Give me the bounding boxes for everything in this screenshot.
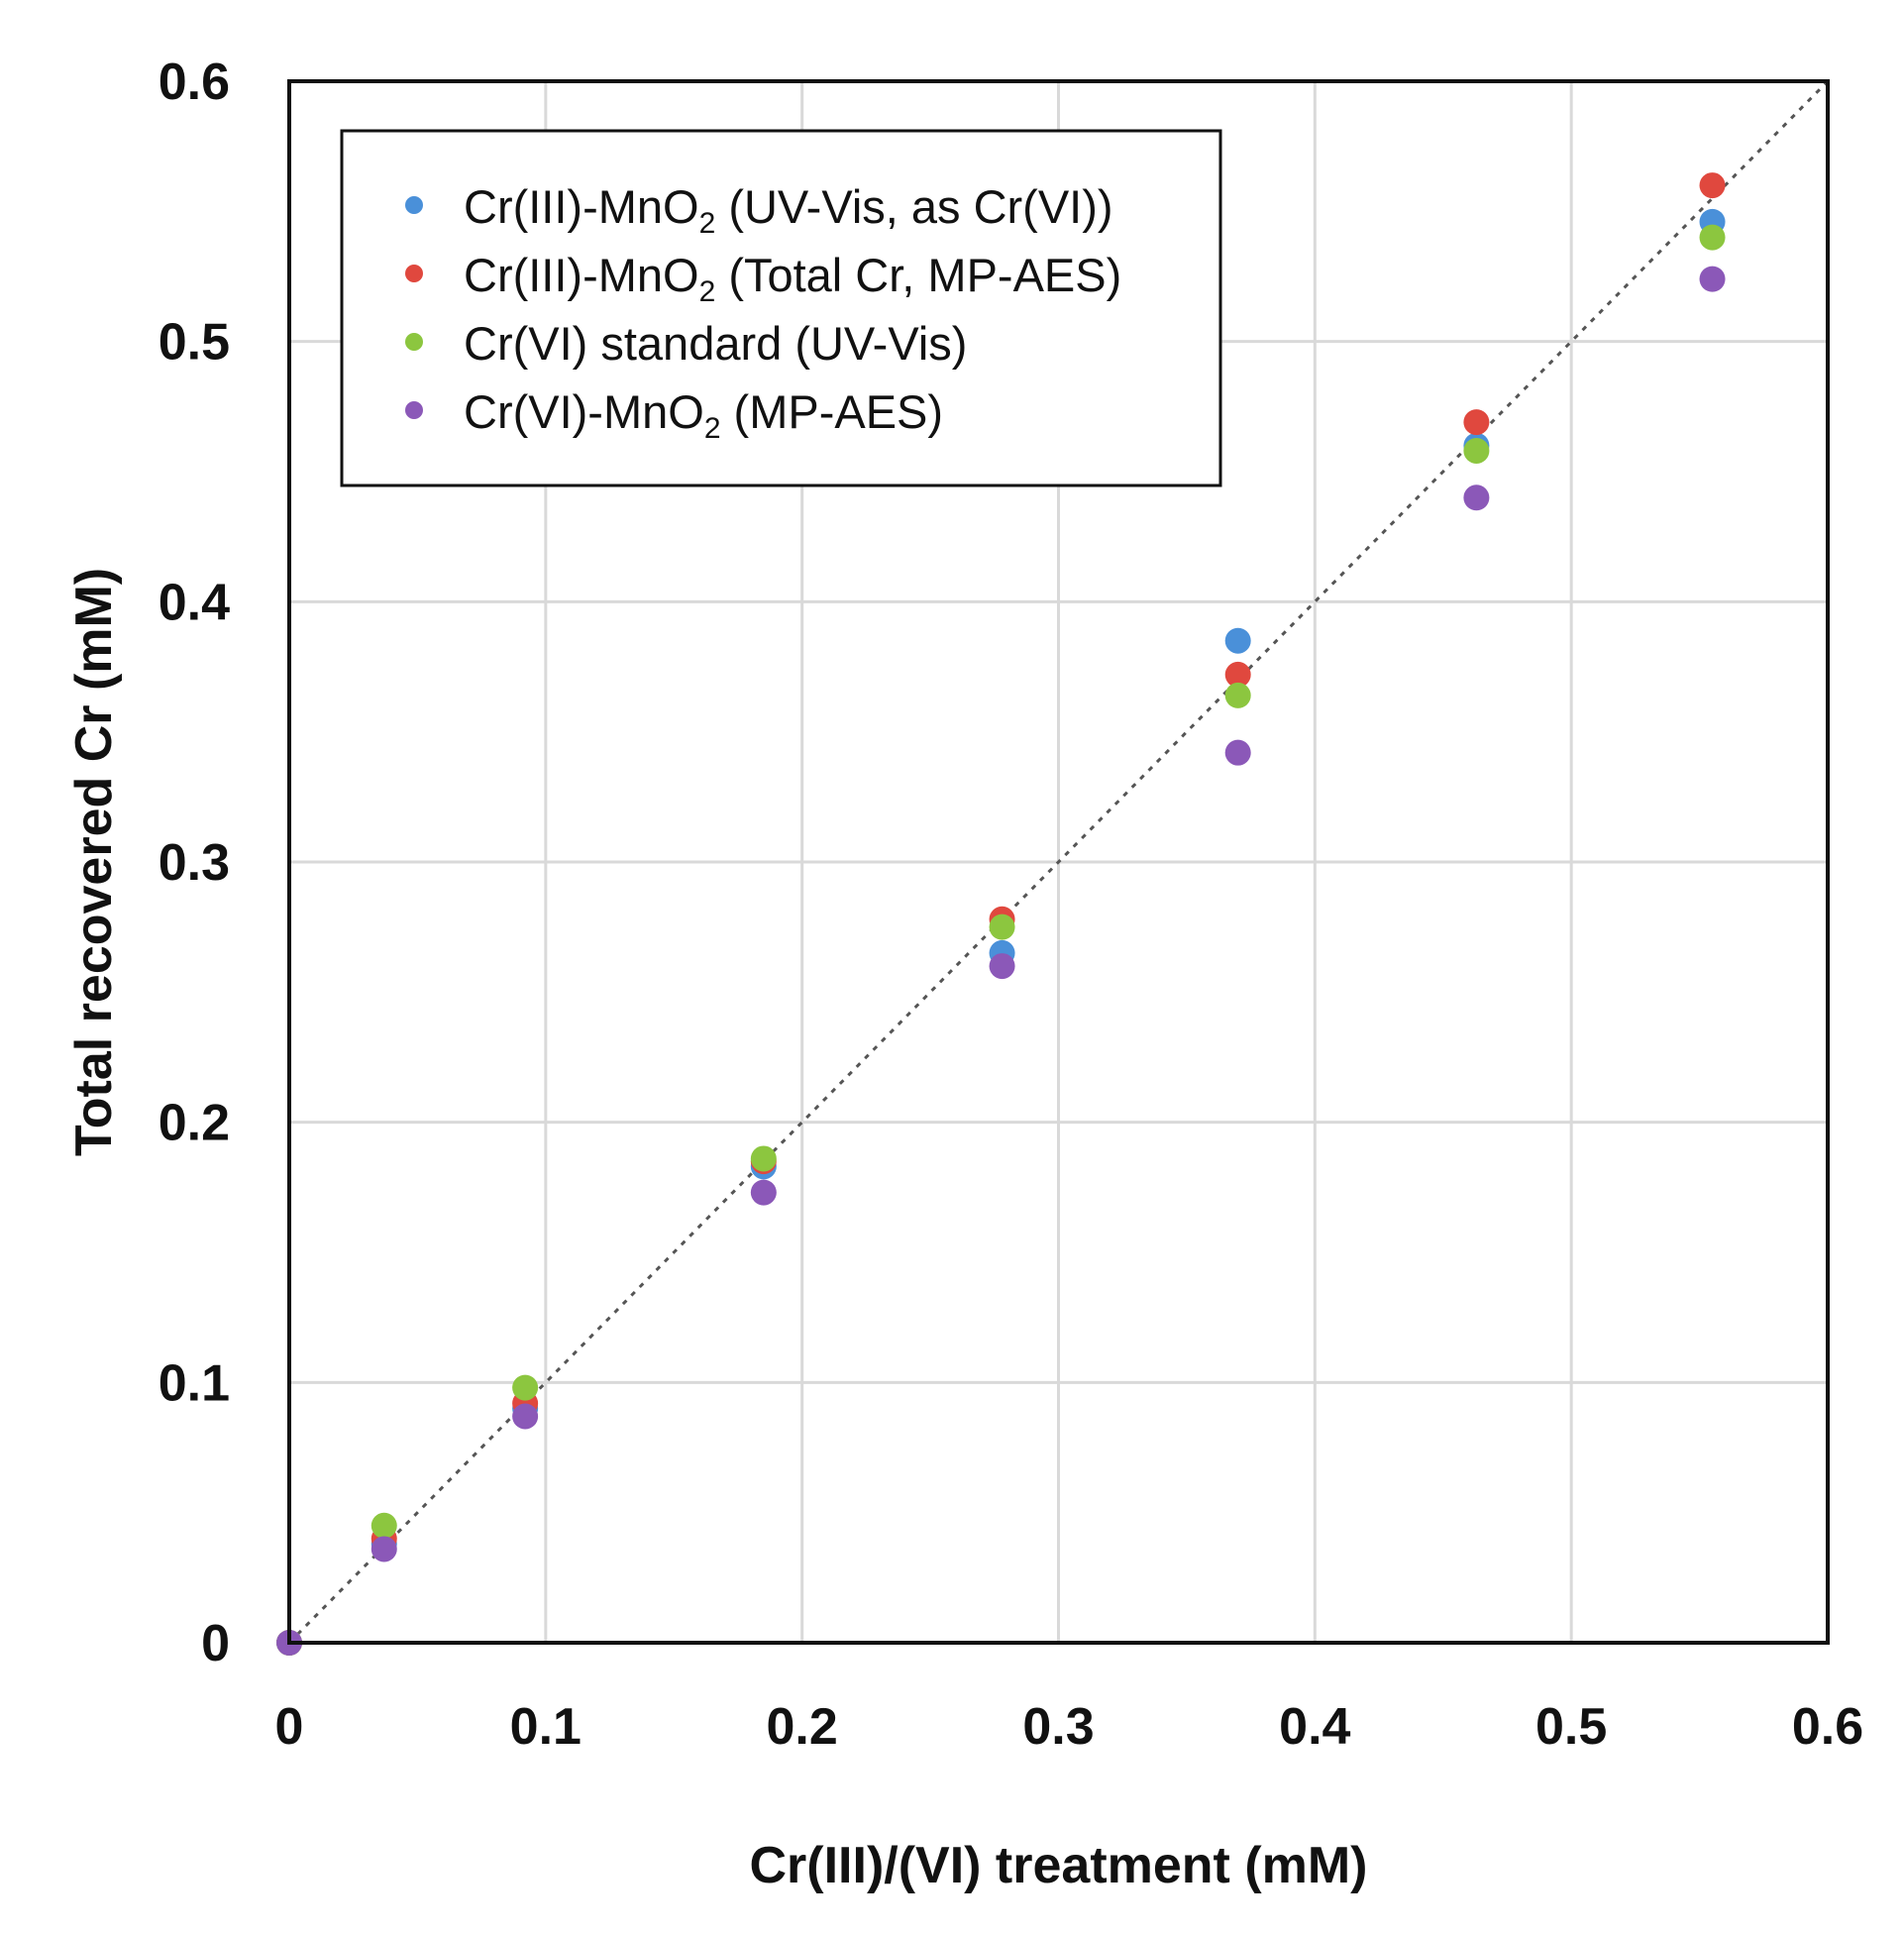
legend-marker <box>405 265 423 282</box>
x-tick-label: 0.5 <box>1535 1698 1607 1756</box>
reference-line <box>287 79 1830 1645</box>
y-tick-label: 0.4 <box>159 574 230 631</box>
legend-entry-label: Cr(III)-MnO2 (UV-Vis, as Cr(VI)) <box>464 180 1113 240</box>
data-point <box>1224 661 1251 688</box>
data-point <box>989 953 1015 980</box>
data-point <box>1224 627 1251 654</box>
plot-area-frame <box>287 79 1830 1645</box>
x-axis-ticks: 0 0.1 0.2 0.3 0.4 0.5 0.6 <box>275 1698 1864 1756</box>
data-point <box>512 1403 539 1430</box>
data-point <box>750 1145 777 1172</box>
legend-marker <box>405 401 423 419</box>
x-tick-label: 0.6 <box>1792 1698 1863 1756</box>
x-tick-label: 0.2 <box>767 1698 838 1756</box>
y-tick-label: 0.1 <box>159 1354 230 1412</box>
data-point <box>1699 172 1726 199</box>
x-axis-title: Cr(III)/(VI) treatment (mM) <box>750 1837 1368 1894</box>
legend: Cr(III)-MnO2 (UV-Vis, as Cr(VI)) Cr(III)-… <box>340 129 1222 487</box>
data-point <box>1463 484 1490 511</box>
legend-entry-label: Cr(III)-MnO2 (Total Cr, MP-AES) <box>464 249 1121 308</box>
x-tick-label: 0 <box>275 1698 304 1756</box>
data-point <box>1463 409 1490 436</box>
y-axis-title: Total recovered Cr (mM) <box>65 568 123 1156</box>
y-tick-label: 0.5 <box>159 314 230 372</box>
legend-box <box>340 129 1222 487</box>
x-tick-label: 0.4 <box>1279 1698 1350 1756</box>
x-tick-label: 0.3 <box>1022 1698 1094 1756</box>
data-point <box>750 1179 777 1206</box>
data-point <box>1463 437 1490 464</box>
y-tick-label: 0 <box>201 1615 230 1672</box>
data-point <box>1699 266 1726 292</box>
data-point <box>370 1512 397 1539</box>
data-point <box>1224 739 1251 766</box>
x-tick-label: 0.1 <box>510 1698 582 1756</box>
legend-entry-label: Cr(VI) standard (UV-Vis) <box>464 317 967 370</box>
data-point <box>1699 224 1726 251</box>
data-point <box>370 1536 397 1562</box>
data-point <box>989 914 1015 940</box>
legend-marker <box>405 196 423 214</box>
data-point <box>1224 682 1251 708</box>
legend-entry-label: Cr(VI)-MnO2 (MP-AES) <box>464 385 943 445</box>
data-point <box>512 1374 539 1401</box>
legend-marker <box>405 333 423 351</box>
y-tick-label: 0.3 <box>159 834 230 892</box>
y-tick-label: 0.6 <box>159 54 230 111</box>
y-tick-label: 0.2 <box>159 1095 230 1152</box>
y-axis-ticks: 0 0.1 0.2 0.3 0.4 0.5 0.6 <box>159 54 230 1672</box>
